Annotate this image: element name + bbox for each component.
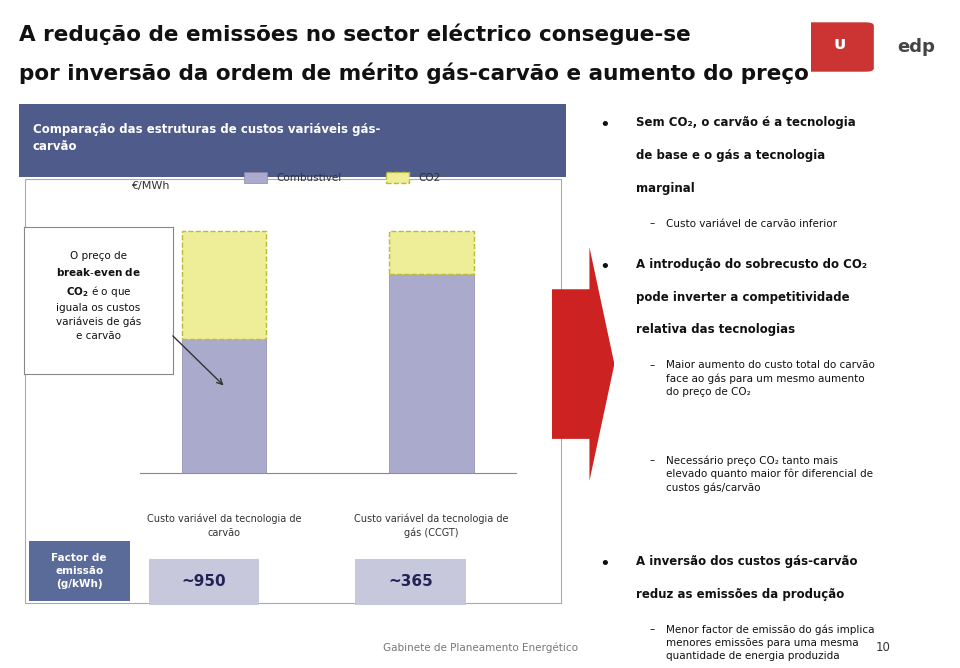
Bar — [244, 172, 267, 183]
Text: Factor de
emissão
(g/kWh): Factor de emissão (g/kWh) — [52, 553, 107, 589]
Text: por inversão da ordem de mérito gás-carvão e aumento do preço: por inversão da ordem de mérito gás-carv… — [19, 62, 809, 84]
Text: –: – — [649, 218, 655, 228]
Text: O preço de
$\mathbf{break}$-$\mathbf{even}$ $\mathbf{de}$
$\mathbf{CO_2}$ é o qu: O preço de $\mathbf{break}$-$\mathbf{eve… — [56, 251, 141, 341]
Text: A redução de emissões no sector eléctrico consegue-se: A redução de emissões no sector eléctric… — [19, 23, 691, 45]
FancyBboxPatch shape — [804, 22, 874, 71]
Text: Custo variável de carvão inferior: Custo variável de carvão inferior — [665, 218, 836, 228]
Bar — [182, 231, 266, 339]
Text: Gabinete de Planeamento Energético: Gabinete de Planeamento Energético — [382, 643, 578, 653]
FancyBboxPatch shape — [19, 104, 566, 176]
Text: –: – — [649, 455, 655, 465]
Text: edp: edp — [898, 38, 935, 56]
Text: pode inverter a competitividade: pode inverter a competitividade — [636, 291, 850, 304]
Text: Comparação das estruturas de custos variáveis gás-
carvão: Comparação das estruturas de custos vari… — [33, 123, 380, 152]
Text: Combustivel: Combustivel — [276, 173, 342, 183]
Text: A inversão dos custos gás-carvão: A inversão dos custos gás-carvão — [636, 555, 857, 568]
Text: ᴜ: ᴜ — [833, 35, 845, 53]
Text: Custo variável da tecnologia de
carvão: Custo variável da tecnologia de carvão — [147, 514, 301, 538]
Text: reduz as emissões da produção: reduz as emissões da produção — [636, 588, 844, 601]
FancyBboxPatch shape — [141, 557, 267, 607]
FancyBboxPatch shape — [25, 179, 561, 603]
FancyBboxPatch shape — [348, 557, 473, 607]
Text: ~365: ~365 — [388, 574, 433, 589]
Text: Custo variável da tecnologia de
gás (CCGT): Custo variável da tecnologia de gás (CCG… — [354, 514, 509, 538]
Polygon shape — [552, 247, 614, 481]
Text: Sem CO₂, o carvão é a tecnologia: Sem CO₂, o carvão é a tecnologia — [636, 116, 855, 129]
Text: •: • — [599, 555, 610, 573]
Text: marginal: marginal — [636, 182, 694, 194]
Bar — [182, 339, 266, 474]
Text: Maior aumento do custo total do carvão
face ao gás para um mesmo aumento
do preç: Maior aumento do custo total do carvão f… — [665, 360, 875, 397]
Text: •: • — [599, 116, 610, 134]
Text: Menor factor de emissão do gás implica
menores emissões para uma mesma
quantidad: Menor factor de emissão do gás implica m… — [665, 625, 874, 661]
Text: Necessário preço CO₂ tanto mais
elevado quanto maior fôr diferencial de
custos g: Necessário preço CO₂ tanto mais elevado … — [665, 455, 873, 492]
Bar — [390, 231, 473, 273]
Text: 10: 10 — [876, 641, 891, 655]
Text: –: – — [649, 360, 655, 370]
Text: €/MWh: €/MWh — [131, 181, 170, 191]
Text: de base e o gás a tecnologia: de base e o gás a tecnologia — [636, 149, 825, 162]
Text: CO2: CO2 — [419, 173, 441, 183]
Text: •: • — [599, 258, 610, 276]
Bar — [390, 273, 473, 474]
FancyBboxPatch shape — [25, 538, 133, 604]
Bar — [386, 172, 409, 183]
Text: –: – — [649, 625, 655, 635]
Text: A introdução do sobrecusto do CO₂: A introdução do sobrecusto do CO₂ — [636, 258, 867, 271]
Text: relativa das tecnologias: relativa das tecnologias — [636, 323, 795, 337]
Text: ~950: ~950 — [181, 574, 227, 589]
